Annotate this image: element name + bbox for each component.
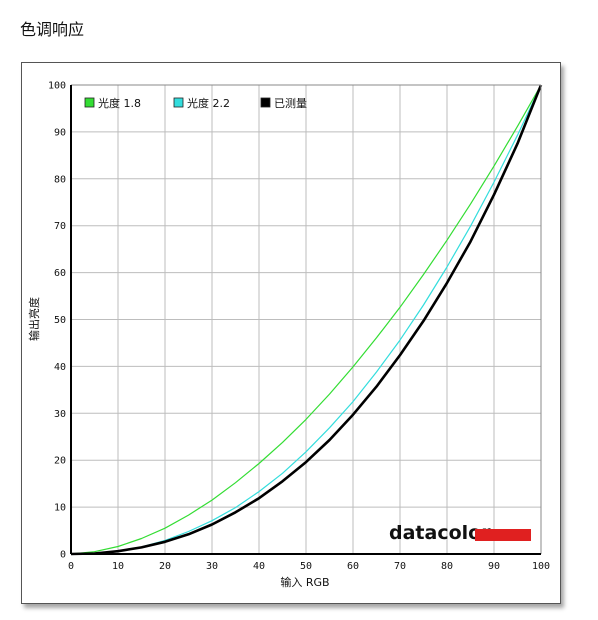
legend-label: 已测量	[274, 97, 307, 110]
x-tick-label: 0	[68, 561, 74, 572]
y-axis-title: 输出亮度	[27, 297, 41, 341]
y-tick-label: 60	[54, 268, 66, 279]
x-tick-label: 20	[159, 561, 171, 572]
y-tick-label: 50	[54, 315, 66, 326]
x-tick-label: 90	[488, 561, 500, 572]
x-tick-label: 60	[347, 561, 359, 572]
datacolor-logo-text: datacolor	[389, 522, 491, 544]
legend-label: 光度 2.2	[187, 96, 230, 110]
tone-response-chart: 0 10 20 30 40 50 60 70 80 90 100 0 10 20 30 40 50 60 70 80…	[27, 81, 550, 590]
plot-frame	[70, 84, 542, 555]
series-line-1	[70, 84, 542, 555]
y-tick-label: 30	[54, 409, 66, 420]
x-tick-label: 10	[112, 561, 124, 572]
y-tick-label: 10	[54, 503, 66, 514]
page-title: 色调响应	[20, 20, 85, 39]
legend: 光度 1.8 光度 2.2 已测量	[84, 96, 307, 110]
y-tick-labels: 0 10 20 30 40 50 60 70 80 90 100	[48, 81, 66, 561]
datacolor-logo-bar	[475, 529, 531, 541]
y-tick-label: 80	[54, 174, 66, 185]
y-tick-label: 0	[60, 550, 66, 561]
x-tick-label: 70	[394, 561, 406, 572]
x-axis-title: 输入 RGB	[280, 575, 329, 589]
x-tick-label: 30	[206, 561, 218, 572]
y-tick-label: 20	[54, 456, 66, 467]
datacolor-logo: datacolor	[389, 522, 531, 544]
grid-lines	[70, 84, 542, 555]
x-tick-label: 100	[532, 561, 550, 572]
y-tick-label: 70	[54, 221, 66, 232]
x-tick-label: 80	[441, 561, 453, 572]
legend-swatch	[84, 97, 95, 108]
x-tick-labels: 0 10 20 30 40 50 60 70 80 90 100	[68, 561, 550, 572]
series-lines	[70, 84, 543, 556]
x-tick-label: 50	[300, 561, 312, 572]
x-tick-label: 40	[253, 561, 265, 572]
legend-swatch	[260, 97, 271, 108]
series-line-3	[70, 84, 543, 556]
y-tick-label: 90	[54, 127, 66, 138]
legend-swatch	[173, 97, 184, 108]
y-tick-label: 100	[48, 81, 66, 92]
y-tick-label: 40	[54, 362, 66, 373]
chart-panel: 0 10 20 30 40 50 60 70 80 90 100 0 10 20 30 40 50 60 70 80…	[21, 62, 561, 604]
legend-label: 光度 1.8	[98, 96, 141, 110]
